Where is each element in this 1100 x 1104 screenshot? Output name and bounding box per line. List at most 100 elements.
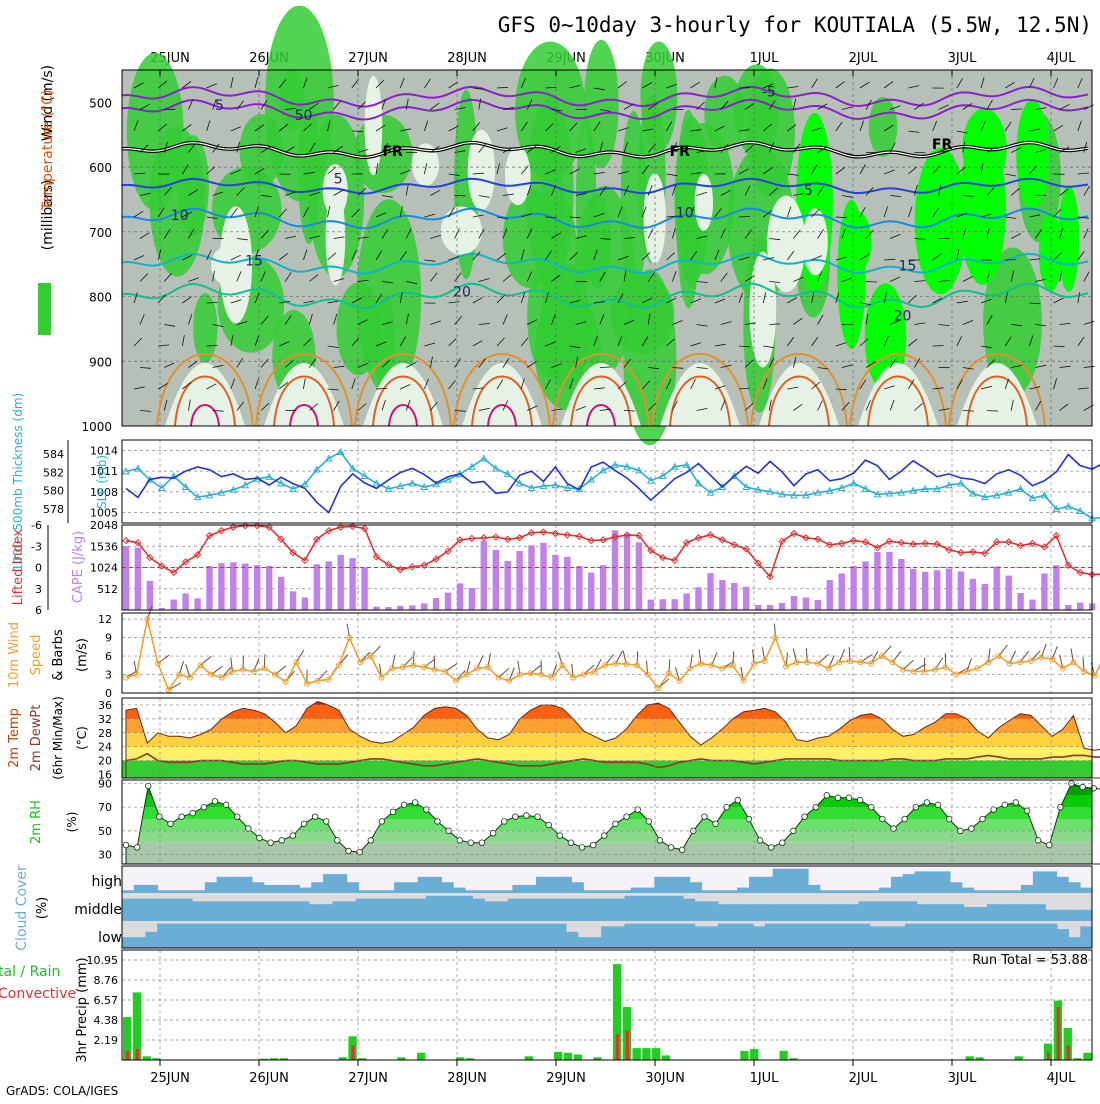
- rh-moist-area: [704, 76, 745, 151]
- cloud-cell-high: [749, 877, 761, 893]
- cloud-cell-middle: [227, 901, 239, 921]
- cloud-cell-high: [347, 882, 359, 893]
- precip-convective-bar: [626, 1031, 629, 1060]
- rh-point: [590, 842, 596, 848]
- cloud-cell-low: [765, 924, 777, 948]
- cloud-cell-high: [926, 871, 938, 893]
- rh-point: [668, 845, 674, 851]
- cloud-cell-middle: [367, 899, 379, 921]
- rh-point: [501, 819, 507, 825]
- cloud-cell-high: [879, 888, 891, 893]
- cloud-cell-low: [554, 924, 566, 948]
- cloud-cell-high: [891, 877, 903, 893]
- cloud-cell-low: [461, 924, 473, 948]
- cape-bar: [194, 598, 200, 610]
- cloud-cell-middle: [952, 904, 964, 921]
- cloud-cell-middle: [519, 899, 531, 921]
- date-label-bottom: 26JUN: [249, 1071, 289, 1086]
- rh-point: [468, 840, 474, 846]
- wind-tick-label: 6: [105, 650, 112, 663]
- cloud-cell-high: [1080, 888, 1092, 893]
- cloud-cell-low: [122, 937, 134, 948]
- cloud-cell-low: [671, 924, 683, 948]
- cloud-cell-low: [823, 924, 835, 948]
- precip-total-bar: [525, 1056, 533, 1060]
- precip-convective-bar: [1047, 1053, 1050, 1060]
- cloud-cell-high: [311, 882, 323, 893]
- cloud-cell-low: [625, 924, 637, 948]
- rh-very-moist-area: [1058, 185, 1079, 292]
- cloud-cell-middle: [204, 901, 216, 921]
- cape-bar: [564, 557, 570, 610]
- cloud-cell-low: [297, 924, 309, 948]
- cloud-cell-middle: [893, 901, 905, 921]
- rh-band: [122, 795, 1092, 807]
- cloud-cell-high: [666, 877, 678, 893]
- cape-bar: [528, 545, 534, 610]
- li-tick-label: -3: [31, 540, 42, 553]
- wind10m-axis-label-4: (m/s): [75, 638, 90, 672]
- rh-point: [435, 819, 441, 825]
- cloud-cell-high: [146, 885, 158, 893]
- cloud-cell-middle: [262, 901, 274, 921]
- cape-bar: [409, 605, 415, 610]
- rh-point: [802, 814, 808, 820]
- temp-tick-label: 32: [98, 713, 112, 726]
- cape-bar: [839, 574, 845, 611]
- cloud-cell-middle: [274, 901, 286, 921]
- cloud-cell-high: [158, 890, 170, 893]
- cloud-cell-low: [800, 924, 812, 948]
- cape-bar: [922, 572, 928, 610]
- cloud-cell-high: [844, 890, 856, 893]
- temp-tick-label: 20: [98, 755, 112, 768]
- rh-point: [969, 826, 975, 832]
- cloud-cell-low: [192, 924, 204, 948]
- rh-point: [735, 797, 741, 803]
- precip-convective-bar: [616, 1034, 619, 1060]
- cloud-cell-high: [643, 888, 655, 893]
- contour-label: -5: [762, 85, 776, 101]
- cloud-cell-middle: [858, 901, 870, 921]
- cloud-cell-middle: [508, 899, 520, 921]
- cape-tick-label: 1536: [90, 540, 118, 553]
- cape-bar: [946, 569, 952, 611]
- rh-point: [457, 838, 463, 844]
- cape-bar: [731, 583, 737, 610]
- cloud-cell-high: [702, 890, 714, 893]
- pressure-tick-label: 700: [89, 226, 112, 240]
- date-label-bottom: 27JUN: [348, 1071, 388, 1086]
- cape-bar: [230, 562, 236, 610]
- cloud-cell-high: [548, 877, 560, 893]
- precip-convective-bar: [126, 1051, 129, 1060]
- cape-bar: [206, 566, 212, 610]
- cloud-cell-low: [648, 924, 660, 948]
- cloud-cell-high: [288, 885, 300, 893]
- temp-tick-label: 36: [98, 699, 112, 712]
- rh-legend-swatch: [38, 283, 51, 335]
- precip-total-bar: [780, 1051, 788, 1060]
- date-label-bottom: 30JUN: [645, 1071, 685, 1086]
- rh-point: [179, 814, 185, 820]
- cape-bar: [767, 605, 773, 610]
- cloud-cell-high: [1068, 882, 1080, 893]
- rh-point: [524, 813, 530, 819]
- cloud-cell-middle: [928, 904, 940, 921]
- cloud-cell-middle: [625, 896, 637, 921]
- rh-point: [1080, 784, 1086, 790]
- date-label-bottom: 29JUN: [546, 1071, 586, 1086]
- rh-dry-area: [505, 147, 531, 206]
- cloud-cell-high: [962, 888, 974, 893]
- precip-convective-label: Convective: [0, 986, 76, 1002]
- date-label-bottom: 3JUL: [948, 1071, 978, 1086]
- date-label-bottom: 28JUN: [447, 1071, 487, 1086]
- cloud-cell-low: [180, 924, 192, 948]
- cloud-cell-middle: [145, 899, 157, 921]
- date-label-bottom: 25JUN: [150, 1071, 190, 1086]
- cloud-cell-low: [356, 924, 368, 948]
- precip-convective-bar: [351, 1045, 354, 1060]
- cape-bar: [516, 551, 522, 610]
- cloud-cell-high: [631, 888, 643, 893]
- cloud-cell-high: [169, 890, 181, 893]
- cloud-cell-middle: [975, 907, 987, 921]
